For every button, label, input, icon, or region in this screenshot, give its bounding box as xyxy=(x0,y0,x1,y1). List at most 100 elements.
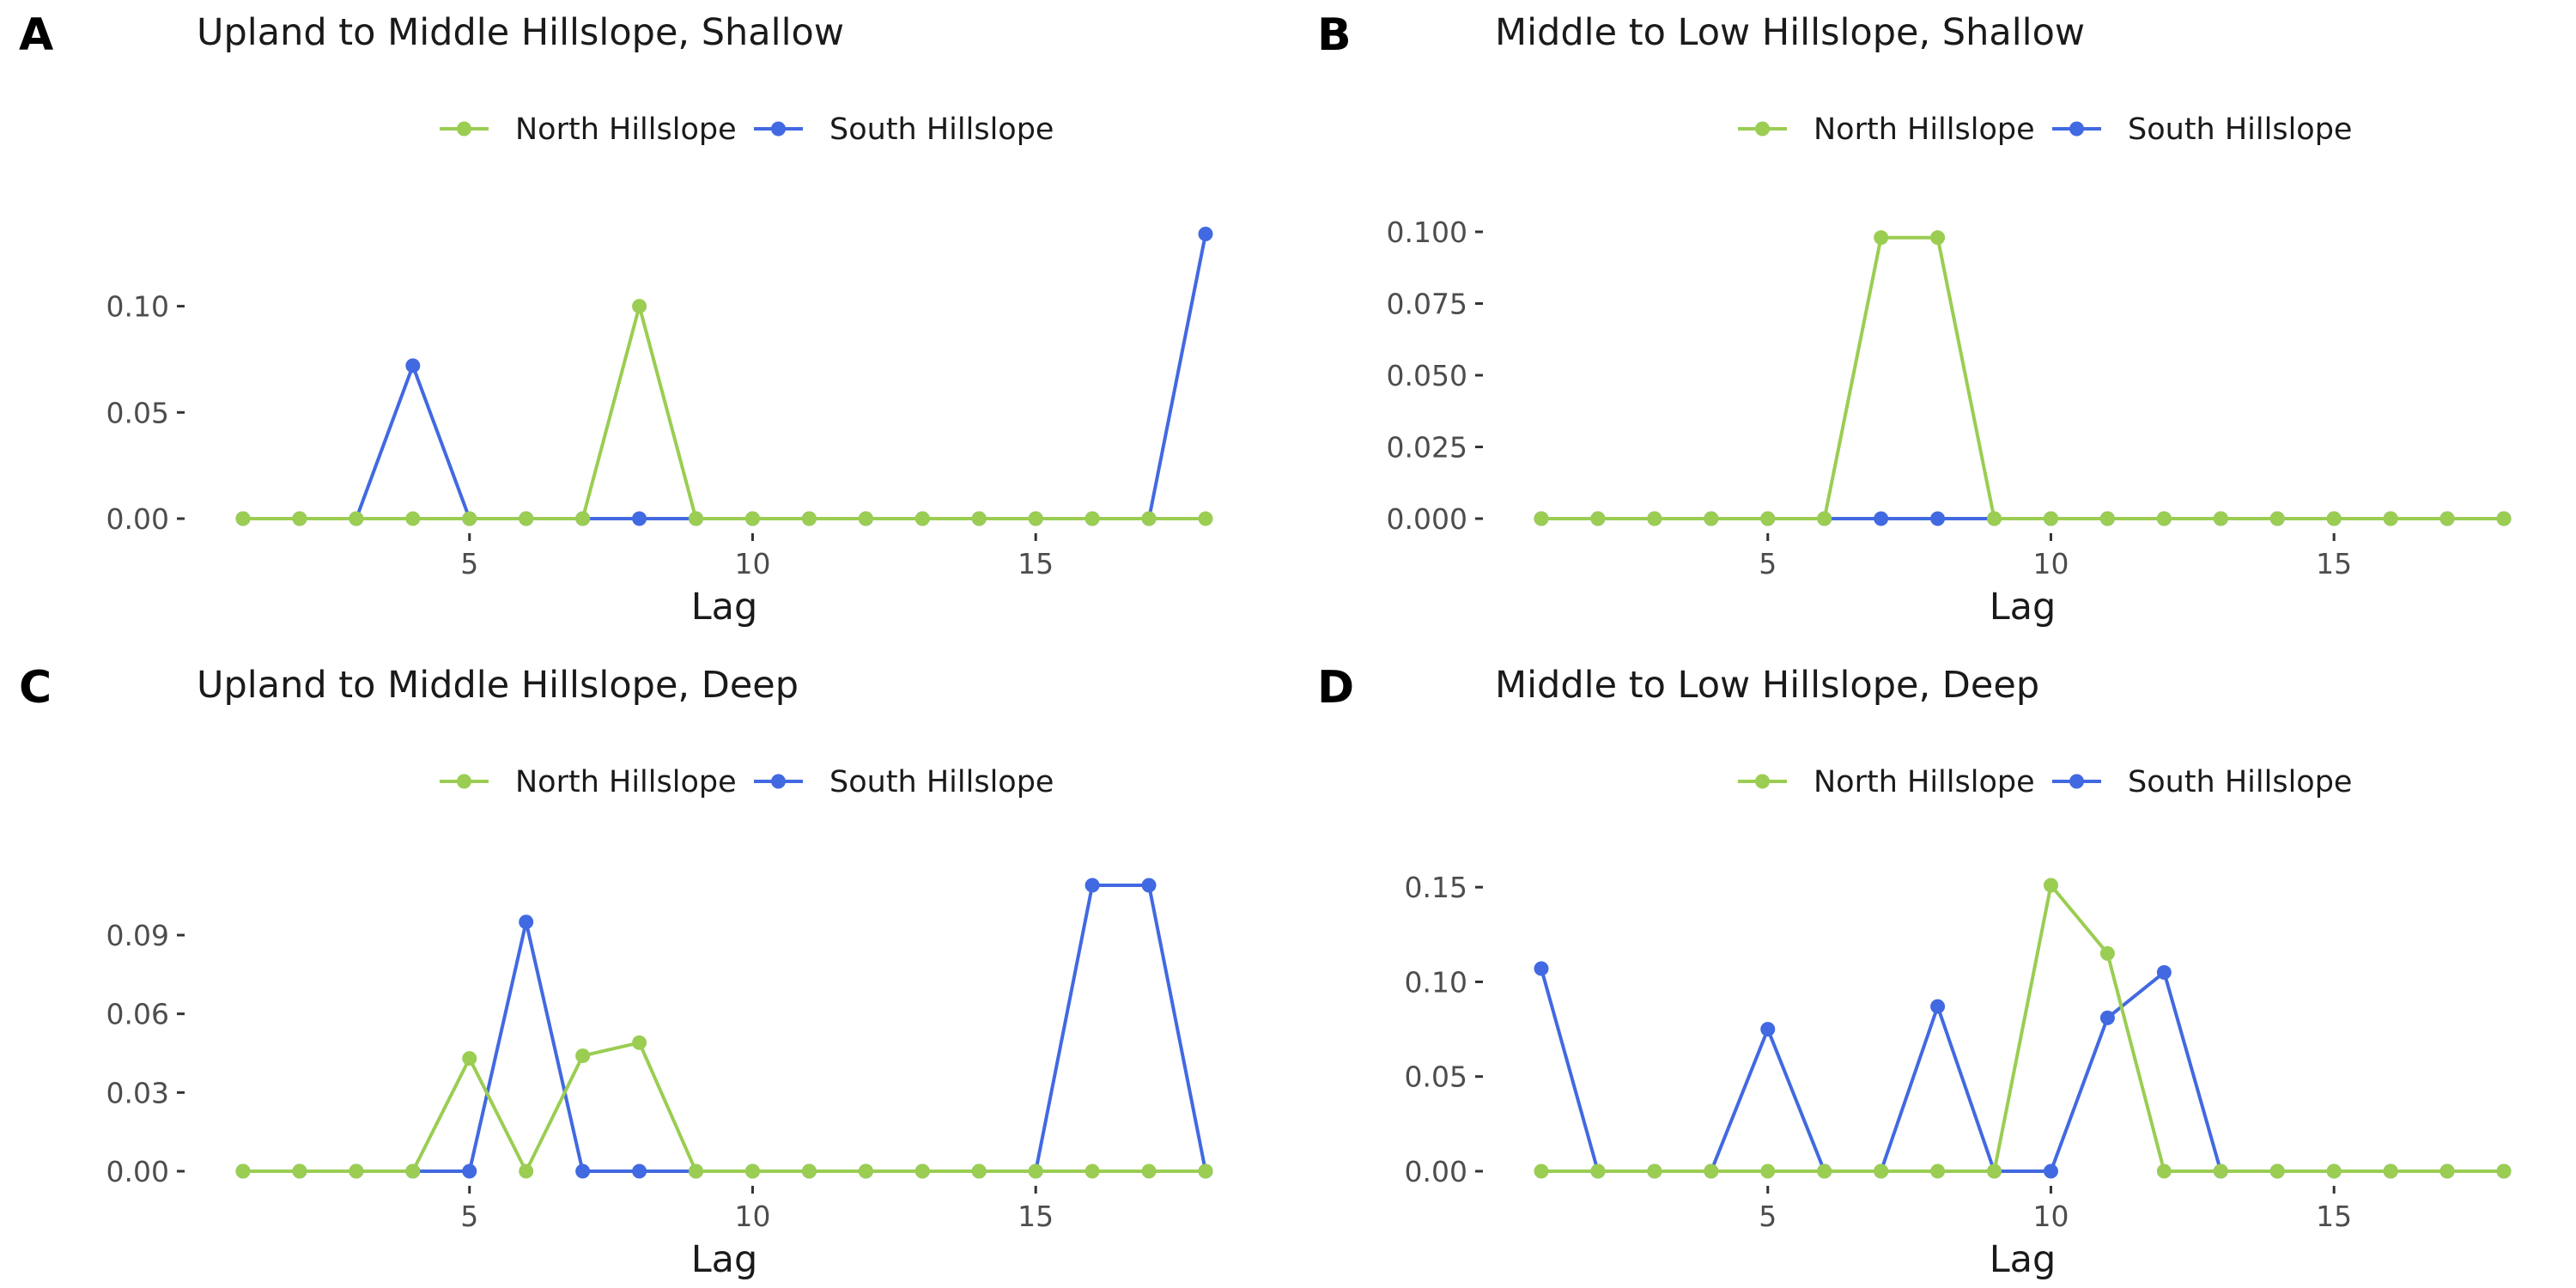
legend-item-north: North Hillslope xyxy=(1738,765,2035,799)
data-point-north xyxy=(1198,511,1213,526)
y-tick-label: 0.10 xyxy=(1405,965,1467,999)
data-point-north xyxy=(1760,1163,1776,1179)
data-point-north xyxy=(1590,511,1606,526)
data-point-north xyxy=(914,511,930,526)
y-tick-label: 0.00 xyxy=(106,1155,169,1188)
data-point-south xyxy=(1760,1022,1776,1037)
data-point-north xyxy=(1647,511,1662,526)
data-point-north xyxy=(1590,1163,1606,1179)
y-axis: 0.00 0.03 0.06 0.09 xyxy=(106,919,185,1188)
data-point-north xyxy=(349,1163,364,1179)
data-point-south xyxy=(632,1163,647,1179)
data-point-north xyxy=(1198,1163,1213,1179)
series-line-north xyxy=(243,304,1206,520)
legend-label: North Hillslope xyxy=(515,112,737,147)
x-tick-label: 15 xyxy=(2316,547,2352,580)
series-line-south xyxy=(1540,968,2504,1173)
x-tick-label: 5 xyxy=(460,1200,478,1233)
panel-label: D xyxy=(1317,662,1354,714)
y-tick-label: 0.15 xyxy=(1405,871,1467,904)
data-point-south xyxy=(1874,511,1889,526)
legend-label: North Hillslope xyxy=(515,765,737,799)
data-point-north xyxy=(858,1163,873,1179)
data-point-south xyxy=(1930,511,1946,526)
y-axis: 0.00 0.05 0.10 xyxy=(106,290,185,536)
x-axis: 5 10 15 Lag xyxy=(460,1186,1054,1281)
legend-label: South Hillslope xyxy=(829,765,1054,799)
y-tick-label: 0.100 xyxy=(1387,216,1467,249)
x-axis-title: Lag xyxy=(691,1238,758,1281)
data-point-north xyxy=(632,1035,647,1050)
data-point-north xyxy=(971,1163,987,1179)
data-point-north xyxy=(914,1163,930,1179)
series-south xyxy=(1534,961,2512,1179)
y-tick-label: 0.10 xyxy=(106,290,169,324)
legend-item-north: North Hillslope xyxy=(1738,112,2035,147)
legend: North Hillslope South Hillslope xyxy=(440,765,1054,799)
data-point-north xyxy=(1930,1163,1946,1179)
y-tick-label: 0.09 xyxy=(106,919,169,952)
panel-label: A xyxy=(19,9,53,61)
data-point-north xyxy=(292,511,307,526)
data-point-north xyxy=(2439,1163,2455,1179)
legend-swatch-point xyxy=(2069,774,2084,789)
data-point-north xyxy=(405,1163,421,1179)
data-point-north xyxy=(2213,1163,2228,1179)
x-tick-label: 5 xyxy=(460,547,478,580)
data-point-north xyxy=(519,1163,534,1179)
x-tick-label: 15 xyxy=(1018,1200,1054,1233)
data-point-north xyxy=(801,511,817,526)
x-axis-title: Lag xyxy=(691,586,758,629)
data-point-north xyxy=(1930,230,1946,246)
series-north xyxy=(235,1035,1213,1179)
x-axis: 5 10 15 Lag xyxy=(1759,1186,2352,1281)
data-point-north xyxy=(1534,511,1549,526)
data-point-north xyxy=(1704,511,1719,526)
series-line-north xyxy=(1541,235,2504,520)
series-south xyxy=(235,226,1213,526)
x-tick-label: 15 xyxy=(2316,1200,2352,1233)
data-point-north xyxy=(1987,1163,2002,1179)
y-tick-label: 0.025 xyxy=(1387,431,1467,465)
data-point-north xyxy=(801,1163,817,1179)
data-point-north xyxy=(1141,1163,1157,1179)
data-point-north xyxy=(2269,511,2285,526)
data-point-north xyxy=(1534,1163,1549,1179)
series-south xyxy=(235,878,1213,1179)
data-point-south xyxy=(575,1163,591,1179)
data-point-south xyxy=(632,511,647,526)
x-tick-label: 15 xyxy=(1018,547,1054,580)
data-point-north xyxy=(2496,511,2512,526)
data-point-north xyxy=(858,511,873,526)
data-point-south xyxy=(2099,1010,2115,1025)
data-point-north xyxy=(744,1163,760,1179)
legend-label: North Hillslope xyxy=(1814,765,2035,799)
legend-label: South Hillslope xyxy=(2128,765,2352,799)
series-north xyxy=(235,299,1213,526)
data-point-north xyxy=(1141,511,1157,526)
chart-panel-c: C Upland to Middle Hillslope, Deep North H… xyxy=(19,662,1213,1281)
data-point-south xyxy=(519,914,534,930)
series-north xyxy=(1534,230,2512,526)
chart-panel-b: B Middle to Low Hillslope, Shallow North H… xyxy=(1317,9,2512,629)
legend-swatch-point xyxy=(457,774,471,789)
data-point-north xyxy=(1987,511,2002,526)
data-point-north xyxy=(1760,511,1776,526)
data-point-north xyxy=(2156,1163,2172,1179)
legend-item-south: South Hillslope xyxy=(754,112,1054,147)
chart-title: Upland to Middle Hillslope, Shallow xyxy=(197,11,844,54)
legend-label: South Hillslope xyxy=(2128,112,2352,147)
data-point-north xyxy=(1084,1163,1100,1179)
data-point-north xyxy=(971,511,987,526)
data-point-north xyxy=(2496,1163,2512,1179)
data-point-north xyxy=(1874,1163,1889,1179)
legend: North Hillslope South Hillslope xyxy=(1738,765,2352,799)
panel-label: C xyxy=(19,662,52,714)
data-point-north xyxy=(2156,511,2172,526)
data-point-north xyxy=(1874,230,1889,246)
data-point-north xyxy=(2439,511,2455,526)
legend-swatch-point xyxy=(771,121,786,137)
data-point-north xyxy=(462,511,477,526)
x-tick-label: 5 xyxy=(1759,1200,1777,1233)
chart-panel-d: D Middle to Low Hillslope, Deep North Hill… xyxy=(1317,662,2512,1281)
